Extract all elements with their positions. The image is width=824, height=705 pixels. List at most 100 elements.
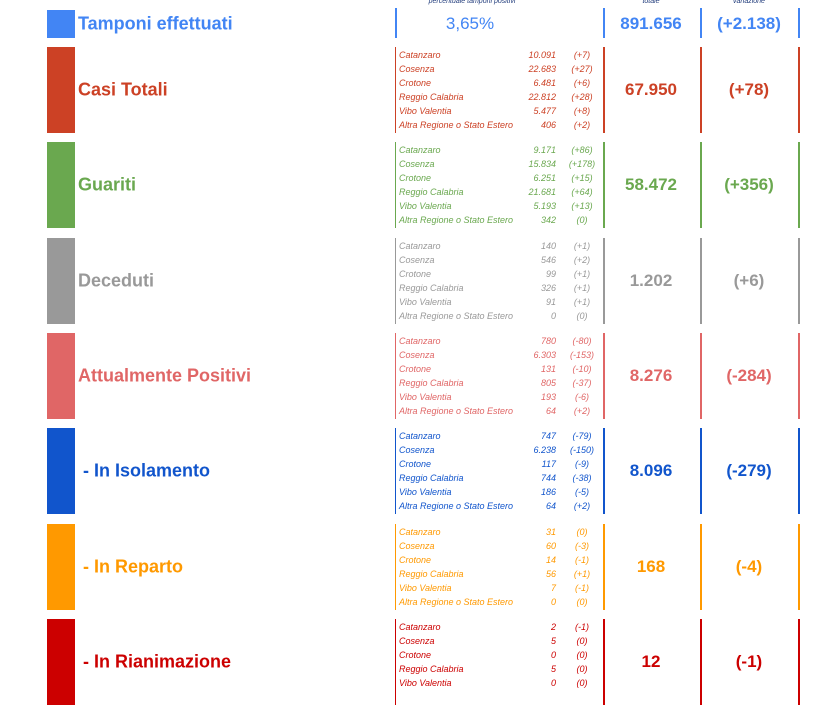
province-name: Reggio Calabria: [399, 282, 464, 293]
province-value: 0: [550, 649, 556, 660]
province-change: (-3): [575, 540, 589, 551]
province-value: 5.193: [533, 201, 556, 212]
province-name: Altra Regione o Stato Estero: [399, 596, 514, 607]
province-name: Altra Regione o Stato Estero: [399, 215, 514, 226]
province-name: Vibo Valentia: [399, 582, 452, 593]
province-value: 0: [550, 596, 556, 607]
province-change: (-6): [575, 391, 589, 402]
color-square: [47, 10, 75, 38]
province-name: Cosenza: [399, 635, 435, 646]
section-title: Deceduti: [78, 270, 155, 291]
section-title: Guariti: [78, 174, 137, 195]
province-name: Vibo Valentia: [399, 296, 452, 307]
province-value: 140: [540, 240, 556, 251]
province-name: Vibo Valentia: [399, 677, 452, 688]
province-change: (0): [576, 677, 588, 688]
total: 168: [636, 556, 666, 576]
total: 12: [641, 651, 661, 671]
province-value: 406: [540, 120, 556, 130]
province-name: Reggio Calabria: [399, 377, 464, 388]
divider: [395, 8, 397, 38]
province-border: [395, 428, 396, 515]
province-name: Catanzaro: [399, 431, 441, 442]
column-header: variazione: [733, 0, 765, 5]
province-border: [395, 523, 396, 610]
section-title: - In Rianimazione: [83, 651, 232, 672]
province-change: (-10): [572, 363, 592, 374]
row-title: Tamponi effettuati: [78, 13, 233, 34]
province-change: (0): [576, 310, 588, 321]
change: (+78): [728, 80, 770, 99]
province-border: [395, 237, 396, 324]
province-name: Vibo Valentia: [399, 391, 452, 402]
province-value: 10.091: [528, 50, 556, 60]
province-change: (+28): [571, 92, 593, 102]
province-change: (-1): [575, 554, 589, 565]
province-name: Crotone: [399, 268, 432, 279]
province-value: 15.834: [528, 159, 556, 170]
province-value: 60: [545, 540, 556, 551]
total: 891.656: [620, 14, 682, 33]
province-value: 22.812: [528, 92, 556, 102]
province-value: 22.683: [528, 64, 556, 74]
total: 1.202: [629, 270, 673, 290]
province-change: (-150): [569, 445, 595, 456]
province-value: 14: [545, 554, 556, 565]
province-value: 342: [540, 215, 556, 226]
province-value: 9.171: [533, 145, 556, 156]
province-change: (+2): [573, 405, 591, 416]
province-name: Cosenza: [399, 540, 435, 551]
color-square: [47, 332, 75, 419]
province-change: (+2): [573, 501, 591, 512]
province-change: (-5): [575, 487, 589, 498]
province-value: 5: [550, 635, 556, 646]
color-square: [47, 142, 75, 229]
province-value: 5: [550, 663, 556, 674]
divider: [603, 332, 605, 419]
province-change: (0): [576, 635, 588, 646]
province-value: 64: [545, 501, 556, 512]
province-change: (+1): [573, 240, 591, 251]
province-value: 56: [545, 568, 556, 579]
change: (+2.138): [717, 14, 781, 33]
province-change: (+1): [573, 568, 591, 579]
province-name: Cosenza: [399, 159, 435, 170]
province-change: (+178): [568, 159, 596, 170]
change: (+356): [724, 175, 774, 195]
province-change: (0): [576, 526, 588, 537]
province-change: (0): [576, 663, 588, 674]
province-change: (+1): [573, 296, 591, 307]
province-value: 21.681: [528, 187, 556, 198]
section-title: - In Isolamento: [83, 460, 211, 481]
province-border: [395, 332, 396, 419]
divider: [700, 332, 702, 419]
province-name: Catanzaro: [399, 526, 441, 537]
province-name: Altra Regione o Stato Estero: [399, 501, 514, 512]
province-value: 744: [540, 473, 556, 484]
province-change: (+1): [573, 268, 591, 279]
province-change: (-79): [572, 431, 592, 442]
percent: 3,65%: [445, 14, 495, 33]
province-value: 64: [545, 405, 556, 416]
province-name: Cosenza: [399, 254, 435, 265]
province-name: Altra Regione o Stato Estero: [399, 120, 514, 130]
province-change: (0): [576, 649, 588, 660]
province-change: (-80): [572, 335, 592, 346]
province-name: Reggio Calabria: [399, 568, 464, 579]
change: (+6): [733, 270, 765, 290]
province-value: 6.303: [533, 349, 556, 360]
province-value: 31: [545, 526, 556, 537]
column-header: percentuale tamponi positivi: [428, 0, 516, 5]
province-change: (0): [576, 215, 588, 226]
column-header: totale: [642, 0, 660, 5]
divider: [603, 237, 605, 324]
province-value: 546: [540, 254, 556, 265]
divider: [700, 142, 702, 229]
province-value: 6.481: [533, 78, 556, 88]
change: (-1): [735, 651, 763, 671]
province-name: Crotone: [399, 78, 432, 88]
divider: [700, 47, 702, 133]
section-title: Attualmente Positivi: [78, 365, 252, 386]
province-name: Crotone: [399, 649, 432, 660]
